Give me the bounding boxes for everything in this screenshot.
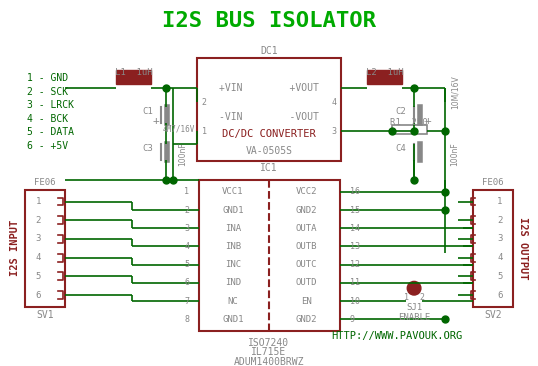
Text: ISO7240: ISO7240 [249, 338, 289, 348]
Text: +VIN        +VOUT: +VIN +VOUT [219, 83, 319, 93]
Text: OUTC: OUTC [295, 260, 317, 269]
Text: FE06: FE06 [34, 178, 56, 187]
Text: 7: 7 [184, 297, 189, 306]
Text: C3: C3 [143, 143, 153, 153]
Text: ENABLE: ENABLE [398, 313, 430, 322]
Text: 13: 13 [350, 242, 360, 251]
Text: 9: 9 [350, 315, 355, 324]
Text: OUTB: OUTB [295, 242, 317, 251]
Text: 10: 10 [350, 297, 360, 306]
Text: OUTA: OUTA [295, 224, 317, 233]
Text: 4: 4 [36, 253, 41, 262]
Text: 6: 6 [497, 291, 502, 299]
Text: OUTD: OUTD [295, 279, 317, 287]
Text: +: + [424, 116, 431, 126]
Text: IND: IND [225, 279, 241, 287]
Text: IL715E: IL715E [251, 347, 287, 358]
Text: INC: INC [225, 260, 241, 269]
Text: 11: 11 [350, 279, 360, 287]
Text: -VIN        -VOUT: -VIN -VOUT [219, 112, 319, 122]
Text: INB: INB [225, 242, 241, 251]
Text: L1  1uH: L1 1uH [115, 68, 152, 76]
Text: 15: 15 [350, 206, 360, 214]
Text: 1 - GND: 1 - GND [26, 73, 68, 83]
Bar [392, 125, 427, 134]
Text: GND2: GND2 [295, 315, 317, 324]
Text: 3: 3 [497, 235, 502, 243]
Bar [472, 190, 513, 307]
Text: 2: 2 [497, 216, 502, 225]
Text: GND1: GND1 [222, 206, 244, 214]
Bar [116, 70, 151, 84]
Text: +: + [152, 116, 159, 126]
Text: 100nF: 100nF [178, 142, 187, 166]
Text: 1: 1 [184, 187, 189, 196]
Text: 4: 4 [497, 253, 502, 262]
Text: VA-0505S: VA-0505S [245, 146, 293, 156]
Text: 1: 1 [404, 294, 409, 302]
Text: C2: C2 [395, 107, 406, 116]
Text: 16: 16 [350, 187, 360, 196]
Text: 10M/16V: 10M/16V [450, 76, 459, 109]
Text: 5: 5 [184, 260, 189, 269]
Text: 3 - LRCK: 3 - LRCK [26, 100, 74, 110]
Text: 5: 5 [497, 272, 502, 281]
Text: 2: 2 [202, 98, 207, 107]
Text: VCC2: VCC2 [295, 187, 317, 196]
Text: 3: 3 [331, 127, 336, 136]
Text: 1: 1 [497, 197, 502, 206]
Text: 6 - +5V: 6 - +5V [26, 141, 68, 151]
Text: 5: 5 [36, 272, 41, 281]
Text: DC/DC CONVERTER: DC/DC CONVERTER [222, 129, 316, 139]
Text: C1: C1 [143, 107, 153, 116]
Text: ADUM1400BRWZ: ADUM1400BRWZ [233, 357, 305, 366]
Text: 6: 6 [36, 291, 41, 299]
Text: 3: 3 [184, 224, 189, 233]
Text: 8: 8 [184, 315, 189, 324]
Circle shape [407, 281, 421, 295]
Text: EN: EN [301, 297, 312, 306]
Text: 3: 3 [36, 235, 41, 243]
Text: I2S OUTPUT: I2S OUTPUT [518, 217, 528, 280]
Text: FE06: FE06 [482, 178, 504, 187]
Text: SJ1: SJ1 [406, 303, 422, 312]
Text: GND2: GND2 [295, 206, 317, 214]
Text: IC1: IC1 [260, 164, 278, 173]
Text: R1  250: R1 250 [391, 118, 428, 127]
Bar [367, 70, 402, 84]
Text: 2: 2 [36, 216, 41, 225]
Text: C4: C4 [395, 143, 406, 153]
Text: 100nF: 100nF [450, 142, 459, 166]
Text: I2S BUS ISOLATOR: I2S BUS ISOLATOR [162, 11, 376, 31]
Text: DC1: DC1 [260, 46, 278, 56]
Text: I2S INPUT: I2S INPUT [10, 220, 20, 276]
Text: 4: 4 [184, 242, 189, 251]
Text: 12: 12 [350, 260, 360, 269]
Text: 1: 1 [36, 197, 41, 206]
Text: 4: 4 [331, 98, 336, 107]
Text: 14: 14 [350, 224, 360, 233]
Text: NC: NC [228, 297, 238, 306]
Bar [25, 190, 66, 307]
Text: 4M7/16V: 4M7/16V [163, 124, 195, 133]
Text: GND1: GND1 [222, 315, 244, 324]
Text: 2: 2 [420, 294, 424, 302]
Text: L2  1uH: L2 1uH [366, 68, 404, 76]
Text: INA: INA [225, 224, 241, 233]
Text: 6: 6 [184, 279, 189, 287]
Text: HTTP://WWW.PAVOUK.ORG: HTTP://WWW.PAVOUK.ORG [331, 331, 462, 341]
Text: SV2: SV2 [484, 310, 502, 320]
Text: 2: 2 [184, 206, 189, 214]
Text: SV1: SV1 [36, 310, 54, 320]
Text: 2 - SCK: 2 - SCK [26, 86, 68, 97]
Text: 1: 1 [202, 127, 207, 136]
Text: 4 - BCK: 4 - BCK [26, 114, 68, 124]
Bar [197, 59, 341, 161]
Text: VCC1: VCC1 [222, 187, 244, 196]
Text: 5 - DATA: 5 - DATA [26, 127, 74, 137]
Bar [199, 180, 340, 331]
